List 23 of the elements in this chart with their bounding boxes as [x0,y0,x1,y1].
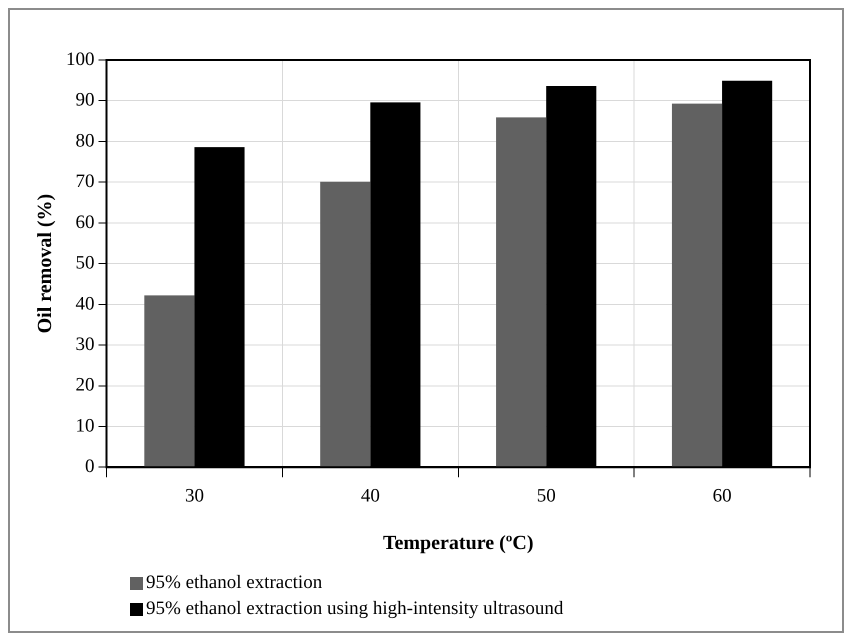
y-tick-label: 30 [76,334,94,356]
x-tick-label: 60 [712,486,732,507]
x-axis-title: Temperature (ºC) [383,532,534,554]
y-tick-label: 40 [76,293,94,314]
y-tick-label: 80 [76,130,94,152]
bar [672,104,722,467]
legend-label: 95% ethanol extraction using high-intensity ultrasound [146,598,564,620]
y-axis-title: Oil removal (%) [34,194,56,334]
legend-label: 95% ethanol extraction [146,572,322,594]
y-tick-label: 60 [76,212,94,233]
y-tick-label: 50 [76,252,94,274]
bar [144,295,194,467]
bar [320,182,370,467]
x-tick-label: 30 [184,486,204,507]
y-tick-label: 10 [76,415,94,436]
y-tick-label: 0 [85,456,94,478]
y-tick-label: 20 [76,374,94,396]
y-tick-label: 90 [76,90,94,111]
bar [496,117,546,467]
y-tick-label: 70 [76,171,94,192]
y-tick-label: 100 [66,48,94,70]
x-tick-label: 50 [536,486,556,507]
x-tick-label: 40 [360,486,380,507]
